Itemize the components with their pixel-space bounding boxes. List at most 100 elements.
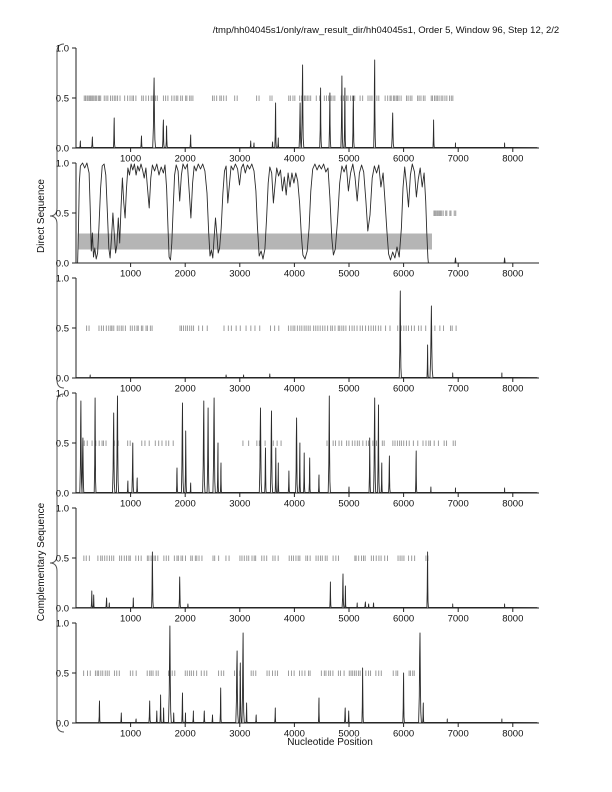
x-tick-label: 3000 — [229, 384, 250, 395]
probability-curve — [75, 551, 538, 609]
brace-direct-sequence — [49, 43, 65, 389]
x-tick-label: 6000 — [393, 269, 414, 280]
x-tick-label: 1000 — [120, 384, 141, 395]
x-tick-label: 3000 — [229, 729, 250, 740]
y-tick-label: 1.0 — [56, 44, 69, 55]
axes — [72, 47, 539, 152]
x-tick-label: 7000 — [448, 729, 469, 740]
x-tick-label: 3000 — [229, 499, 250, 510]
axes — [72, 162, 539, 267]
x-axis-label: Nucleotide Position — [287, 737, 373, 748]
y-tick-label: 1.0 — [56, 504, 69, 515]
x-tick-label: 8000 — [502, 614, 523, 625]
x-tick-label: 2000 — [175, 269, 196, 280]
group-label-complementary: Complementary Sequence — [36, 502, 47, 621]
y-tick-label: 0.0 — [56, 144, 69, 155]
x-tick-label: 1000 — [120, 154, 141, 165]
probability-curve — [77, 162, 538, 264]
y-tick-label: 0.5 — [56, 669, 69, 680]
x-tick-label: 4000 — [284, 154, 305, 165]
x-tick-label: 7000 — [448, 154, 469, 165]
axes — [72, 392, 539, 497]
marker-row — [83, 440, 456, 446]
y-tick-label: 0.5 — [56, 439, 69, 450]
x-tick-label: 1000 — [120, 499, 141, 510]
marker-row — [83, 555, 429, 561]
probability-curve — [75, 59, 538, 149]
axes — [72, 507, 539, 612]
x-tick-label: 6000 — [393, 729, 414, 740]
x-tick-label: 4000 — [284, 269, 305, 280]
panels-group: 0.0 0.5 1.0 1000 2000 3000 4000 5000 6000 7000 800… — [56, 44, 539, 740]
figure-title: /tmp/hh04045s1/only/raw_result_dir/hh040… — [213, 25, 559, 36]
panel-direct-frame-2: 0.0 0.5 1.0 1000 2000 3000 4000 5000 6000 7000 800… — [56, 159, 539, 280]
probability-curve — [75, 625, 538, 724]
group-label-direct: Direct Sequence — [36, 179, 47, 253]
x-tick-label: 3000 — [229, 614, 250, 625]
panel-direct-frame-3: 0.0 0.5 1.0 1000 2000 3000 4000 5000 6000 7000 800… — [56, 274, 539, 395]
x-tick-label: 2000 — [175, 729, 196, 740]
panel-complementary-frame-1: 0.0 0.5 1.0 1000 2000 3000 4000 5000 6000 7000 800… — [56, 389, 539, 510]
x-tick-label: 5000 — [338, 729, 359, 740]
axes — [72, 622, 539, 727]
probability-curve — [75, 395, 538, 494]
y-tick-label: 0.5 — [56, 324, 69, 335]
x-tick-label: 4000 — [284, 729, 305, 740]
y-tick-label: 0.5 — [56, 94, 69, 105]
x-tick-label: 3000 — [229, 269, 250, 280]
x-tick-label: 2000 — [175, 499, 196, 510]
x-tick-label: 5000 — [338, 154, 359, 165]
panel-direct-frame-1: 0.0 0.5 1.0 1000 2000 3000 4000 5000 6000 7000 800… — [56, 44, 539, 165]
x-tick-label: 2000 — [175, 384, 196, 395]
y-tick-label: 0.0 — [56, 719, 69, 730]
x-tick-label: 2000 — [175, 154, 196, 165]
x-tick-label: 2000 — [175, 614, 196, 625]
y-tick-label: 0.0 — [56, 259, 69, 270]
x-tick-label: 8000 — [502, 154, 523, 165]
marker-row — [433, 210, 457, 216]
axes — [72, 277, 539, 382]
x-tick-label: 4000 — [284, 499, 305, 510]
x-tick-label: 8000 — [502, 269, 523, 280]
x-tick-label: 1000 — [120, 614, 141, 625]
y-tick-label: 0.0 — [56, 489, 69, 500]
x-tick-label: 4000 — [284, 614, 305, 625]
x-tick-label: 6000 — [393, 614, 414, 625]
x-tick-label: 7000 — [448, 614, 469, 625]
x-tick-label: 6000 — [393, 384, 414, 395]
marker-row — [83, 95, 454, 101]
x-tick-label: 5000 — [338, 499, 359, 510]
x-tick-label: 7000 — [448, 499, 469, 510]
marker-row — [86, 325, 457, 331]
y-tick-label: 0.0 — [56, 374, 69, 385]
x-tick-label: 7000 — [448, 269, 469, 280]
x-tick-label: 6000 — [393, 154, 414, 165]
highlight-band — [77, 233, 432, 250]
x-tick-label: 8000 — [502, 384, 523, 395]
panel-complementary-frame-3: 0.0 0.5 1.0 1000 2000 3000 4000 5000 6000 7000 800… — [56, 619, 539, 740]
x-tick-label: 5000 — [338, 269, 359, 280]
x-tick-label: 1000 — [120, 269, 141, 280]
y-tick-label: 1.0 — [56, 389, 69, 400]
y-tick-label: 0.5 — [56, 209, 69, 220]
x-tick-label: 7000 — [448, 384, 469, 395]
x-tick-label: 8000 — [502, 499, 523, 510]
panel-complementary-frame-2: 0.0 0.5 1.0 1000 2000 3000 4000 5000 6000 7000 800… — [56, 504, 539, 625]
y-tick-label: 1.0 — [56, 274, 69, 285]
x-tick-label: 1000 — [120, 729, 141, 740]
y-tick-label: 1.0 — [56, 619, 69, 630]
y-tick-label: 0.5 — [56, 554, 69, 565]
x-tick-label: 4000 — [284, 384, 305, 395]
probability-curve — [75, 290, 538, 379]
y-tick-label: 0.0 — [56, 604, 69, 615]
x-tick-label: 5000 — [338, 384, 359, 395]
x-tick-label: 8000 — [502, 729, 523, 740]
x-tick-label: 6000 — [393, 499, 414, 510]
marker-row — [83, 670, 415, 676]
brace-complementary-sequence — [49, 393, 65, 733]
x-tick-label: 5000 — [338, 614, 359, 625]
x-tick-label: 3000 — [229, 154, 250, 165]
y-tick-label: 1.0 — [56, 159, 69, 170]
